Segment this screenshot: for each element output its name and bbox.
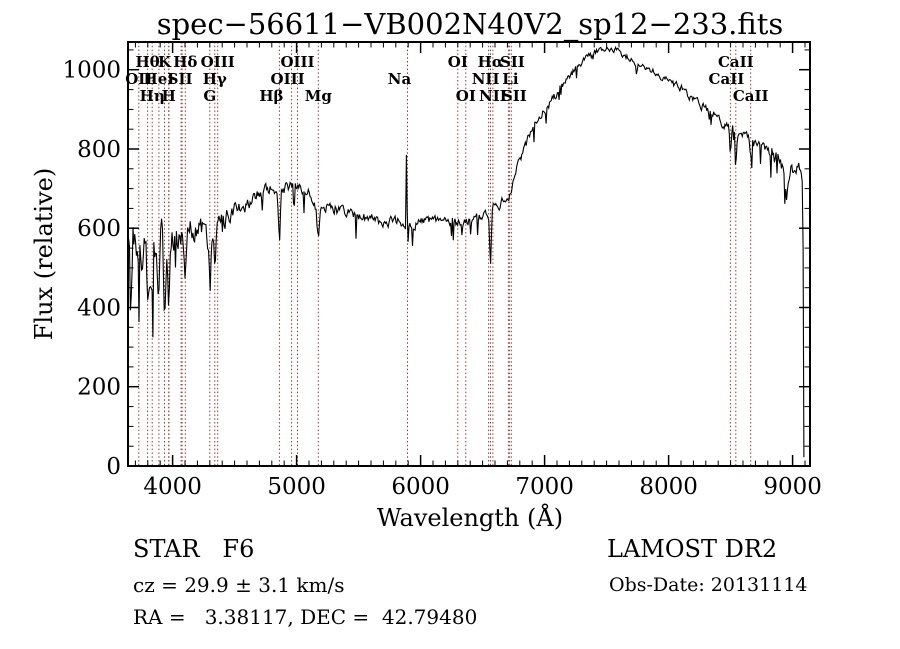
axes-box (127, 41, 811, 467)
spectral-line-label: SII (168, 70, 193, 88)
spectral-line-label: SII (502, 87, 527, 105)
ra-dec-text: RA = 3.38117, DEC = 42.79480 (133, 605, 478, 629)
spectral-line-label: Hδ (173, 53, 197, 71)
x-axis-title: Wavelength (Å) (376, 504, 564, 532)
x-tick-label: 5000 (267, 474, 326, 500)
spectral-line-label: Mg (305, 87, 333, 105)
spectral-line-label: NII (479, 87, 507, 105)
spectral-line-label: CaII (733, 87, 769, 105)
y-tick-label: 1000 (62, 58, 121, 84)
spectrum-curve (128, 45, 805, 458)
x-tick-label: 6000 (391, 474, 450, 500)
obs-date-text: Obs-Date: 20131114 (609, 574, 808, 596)
y-tick-label: 200 (77, 375, 121, 401)
x-tick-label: 8000 (639, 474, 698, 500)
spectral-line-label: G (203, 87, 216, 105)
spectral-line-label: SII (500, 53, 525, 71)
spectral-line-label: Hθ (136, 53, 160, 71)
spectral-line-label: HeI (144, 70, 175, 88)
y-axis-title: Flux (relative) (30, 167, 58, 341)
spectral-line-label: Li (502, 70, 519, 88)
plot-title: spec−56611−VB002N40V2_sp12−233.fits (156, 7, 784, 41)
spectral-line-label: OII (125, 70, 152, 88)
x-tick-label: 4000 (143, 474, 202, 500)
spectral-line-label: K (158, 53, 172, 71)
spectral-line-label: NII (472, 70, 500, 88)
spectral-line-label: OI (456, 87, 476, 105)
y-tick-label: 800 (77, 137, 121, 163)
spectral-line-label: Hβ (259, 87, 283, 105)
spectral-line-label: Na (388, 70, 412, 88)
classification-text: STAR F6 (133, 535, 255, 563)
survey-release-text: LAMOST DR2 (607, 535, 778, 563)
spectral-line-label: OIII (271, 70, 305, 88)
spectral-line-label: CaII (718, 53, 754, 71)
cz-velocity-text: cz = 29.9 ± 3.1 km/s (133, 573, 345, 597)
spectral-line-label: OI (448, 53, 468, 71)
spectral-line-label: OIII (201, 53, 235, 71)
y-tick-label: 0 (106, 454, 121, 480)
y-tick-label: 400 (77, 296, 121, 322)
y-tick-label: 600 (77, 216, 121, 242)
spectral-line-label: CaII (709, 70, 745, 88)
x-tick-label: 9000 (763, 474, 822, 500)
spectral-line-label: OIII (280, 53, 314, 71)
spectral-line-label: Hη (140, 87, 165, 105)
spectral-line-label: Hγ (203, 70, 227, 88)
spectral-line-label: H (162, 87, 176, 105)
spectral-line-label: Hα (478, 53, 504, 71)
x-tick-label: 7000 (515, 474, 574, 500)
